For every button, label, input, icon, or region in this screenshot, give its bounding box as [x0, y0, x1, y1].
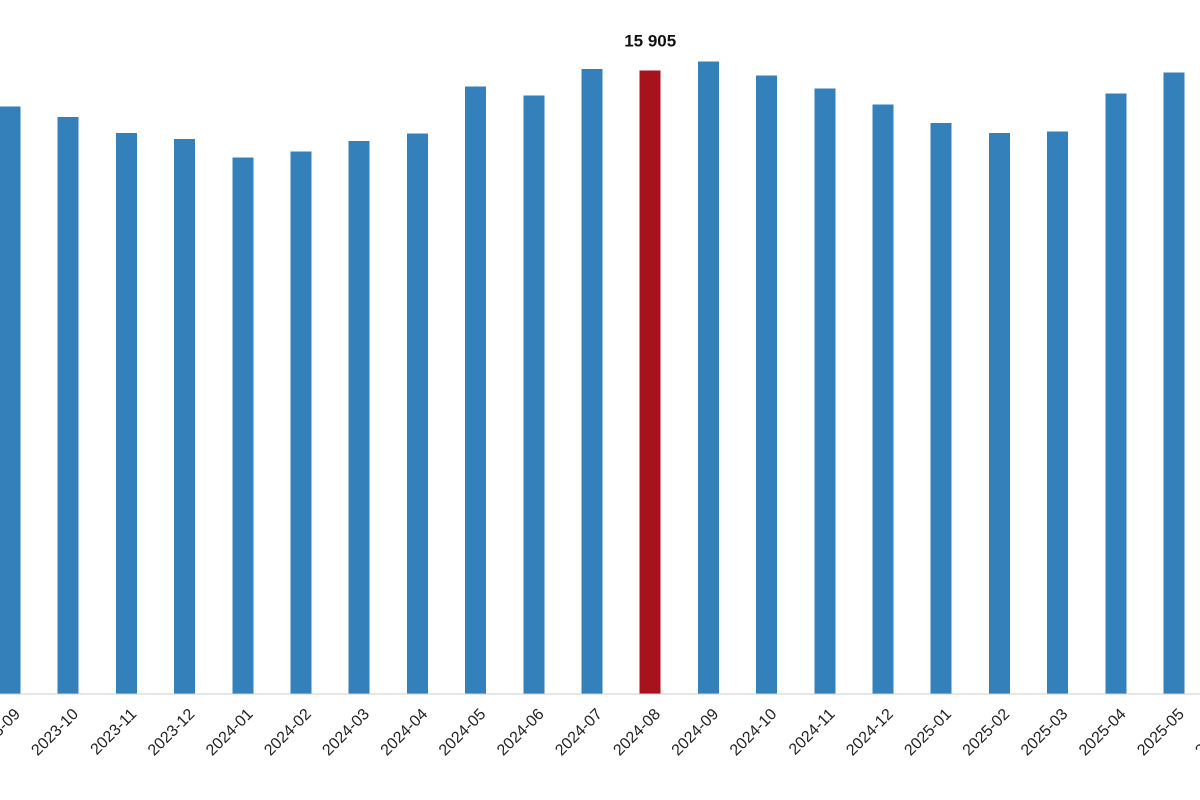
bars-layer: [0, 61, 1185, 695]
x-tick-label: 2023-09: [0, 706, 24, 760]
x-tick-label: 2024-11: [786, 706, 839, 759]
x-tick-label: 2025-05: [1134, 706, 1188, 760]
bar-2024-07: [581, 69, 603, 694]
x-tick-label: 2024-12: [843, 706, 897, 760]
x-tick-label: 2025-01: [901, 706, 955, 760]
bar-2024-10: [756, 75, 778, 695]
bar-2024-09: [697, 61, 719, 695]
bar-2025-05: [1163, 72, 1185, 694]
bar-2024-04: [406, 133, 428, 695]
x-tick-label: 2024-01: [203, 706, 257, 760]
x-tick-label: 2024-08: [610, 706, 664, 760]
x-tick-label: 2024-02: [261, 706, 315, 760]
bar-2023-12: [174, 138, 196, 695]
bar-2025-04: [1105, 93, 1127, 694]
bar-2023-11: [115, 132, 137, 694]
x-tick-label: 2024-09: [669, 706, 723, 760]
bar-2024-03: [348, 140, 370, 695]
x-tick-label: 2024-07: [552, 706, 606, 760]
x-tick-label: 2024-04: [378, 706, 432, 760]
x-tick-label: 2025-02: [960, 706, 1014, 760]
bar-2024-02: [290, 151, 312, 695]
bar-2023-09: [0, 106, 21, 695]
bar-2024-01: [232, 157, 254, 695]
x-tick-label: 2025-04: [1076, 706, 1130, 760]
x-tick-label: 2024-06: [494, 706, 548, 760]
x-tick-label: 2023-10: [28, 706, 82, 760]
x-axis-ticks: 2023-09 2023-10 2023-11 2023-12 2024-01 2024-…: [0, 706, 1200, 760]
bar-2025-03: [1047, 131, 1069, 694]
data-labels-layer: 15 905: [624, 31, 676, 50]
bar-highlighted-2024-08: [639, 70, 661, 694]
bar-2025-01: [930, 123, 952, 695]
x-tick-label: 2025-03: [1018, 706, 1072, 760]
x-tick-label: 2023-11: [88, 706, 141, 759]
x-tick-label: 2025-06: [1192, 706, 1200, 760]
data-label: 15 905: [624, 31, 676, 50]
x-tick-label: 2024-10: [727, 706, 781, 760]
x-tick-label: 2024-05: [436, 706, 490, 760]
bar-2024-06: [523, 95, 545, 694]
bar-2023-10: [57, 117, 79, 694]
bar-2024-12: [872, 104, 894, 695]
x-tick-label: 2023-12: [145, 706, 199, 760]
bar-2025-02: [988, 132, 1010, 694]
bar-2024-11: [814, 88, 836, 695]
x-tick-label: 2024-03: [319, 706, 373, 760]
bar-2024-05: [465, 86, 487, 695]
